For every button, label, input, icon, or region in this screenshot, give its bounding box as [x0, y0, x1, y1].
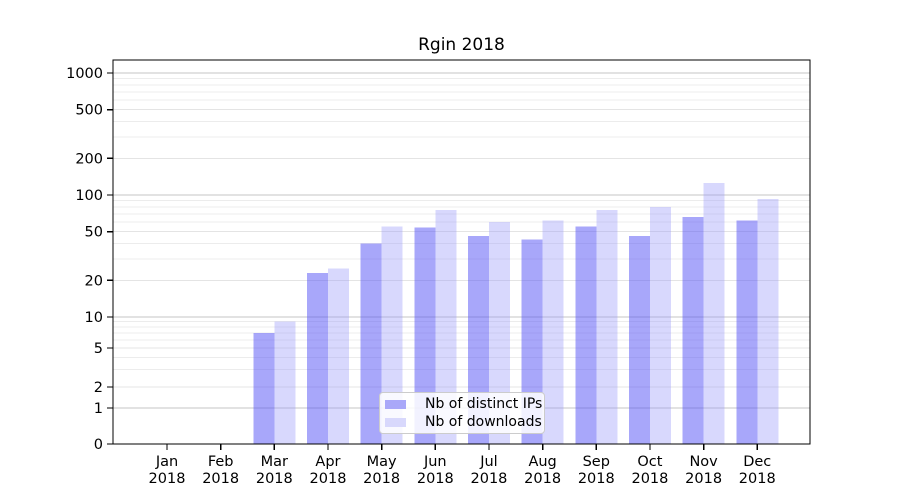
- x-tick-label-month: Jan: [155, 454, 178, 470]
- x-tick-label-month: Jun: [423, 454, 447, 470]
- y-tick-label: 50: [85, 225, 103, 241]
- x-tick-label-month: Aug: [528, 454, 556, 470]
- x-tick-label-year: 2018: [417, 471, 454, 487]
- legend-swatch-downloads: [385, 417, 406, 427]
- y-tick-label: 1000: [66, 66, 103, 82]
- plot-frame: [112, 59, 811, 445]
- y-tick-label: 20: [85, 273, 103, 289]
- bar-downloads-dec: [757, 198, 779, 444]
- x-tick-label-month: May: [367, 454, 397, 470]
- bar-distinct-ips-may: [360, 243, 382, 444]
- x-tick-label-month: Apr: [315, 454, 340, 470]
- x-tick-label-year: 2018: [202, 471, 239, 487]
- legend: Nb of distinct IPs Nb of downloads: [379, 392, 545, 434]
- legend-swatch-distinct-ips: [385, 399, 406, 409]
- y-tick-label: 2: [94, 380, 103, 396]
- legend-item-distinct-ips: Nb of distinct IPs: [385, 395, 543, 413]
- bar-downloads-jul: [488, 222, 510, 444]
- y-tick-label: 1: [94, 401, 103, 417]
- legend-item-downloads: Nb of downloads: [385, 413, 542, 431]
- x-tick-label-year: 2018: [256, 471, 293, 487]
- bar-distinct-ips-apr: [306, 272, 328, 444]
- x-tick-label-year: 2018: [310, 471, 347, 487]
- x-tick-label-year: 2018: [471, 471, 508, 487]
- x-tick-label-month: Nov: [689, 454, 718, 470]
- bar-downloads-aug: [542, 220, 564, 444]
- x-tick-label-month: Dec: [743, 454, 771, 470]
- x-tick-label-year: 2018: [631, 471, 668, 487]
- legend-label-distinct-ips: Nb of distinct IPs: [425, 396, 543, 412]
- x-tick-label-year: 2018: [363, 471, 400, 487]
- y-tick-label: 100: [75, 188, 103, 204]
- bar-distinct-ips-dec: [736, 220, 758, 444]
- y-tick-label: 10: [85, 310, 103, 326]
- y-tick-label: 0: [94, 437, 103, 453]
- x-tick-label-month: Oct: [637, 454, 662, 470]
- x-tick-label-year: 2018: [685, 471, 722, 487]
- y-tick-label: 200: [75, 151, 103, 167]
- x-tick-label-month: Mar: [261, 454, 288, 470]
- bar-distinct-ips-mar: [253, 332, 275, 444]
- x-tick-label-month: Jul: [479, 454, 498, 470]
- chart-title: Rgin 2018: [418, 35, 505, 55]
- bar-downloads-apr: [327, 268, 349, 444]
- x-tick-label-year: 2018: [739, 471, 776, 487]
- bar-distinct-ips-jun: [414, 227, 436, 444]
- y-tick-label: 500: [75, 103, 103, 119]
- bar-distinct-ips-oct: [628, 236, 650, 444]
- bar-downloads-nov: [703, 183, 725, 444]
- legend-label-downloads: Nb of downloads: [425, 414, 542, 430]
- x-tick-label-year: 2018: [524, 471, 561, 487]
- bar-distinct-ips-nov: [682, 217, 704, 444]
- x-tick-label-year: 2018: [578, 471, 615, 487]
- x-tick-label-month: Sep: [583, 454, 610, 470]
- bar-downloads-jun: [435, 210, 457, 444]
- bar-downloads-mar: [274, 321, 296, 444]
- bar-downloads-may: [381, 226, 403, 444]
- bar-downloads-sep: [596, 210, 618, 444]
- bar-distinct-ips-sep: [575, 226, 597, 444]
- x-tick-label-year: 2018: [149, 471, 186, 487]
- y-tick-label: 5: [94, 341, 103, 357]
- bar-downloads-oct: [649, 206, 671, 444]
- x-tick-label-month: Feb: [208, 454, 234, 470]
